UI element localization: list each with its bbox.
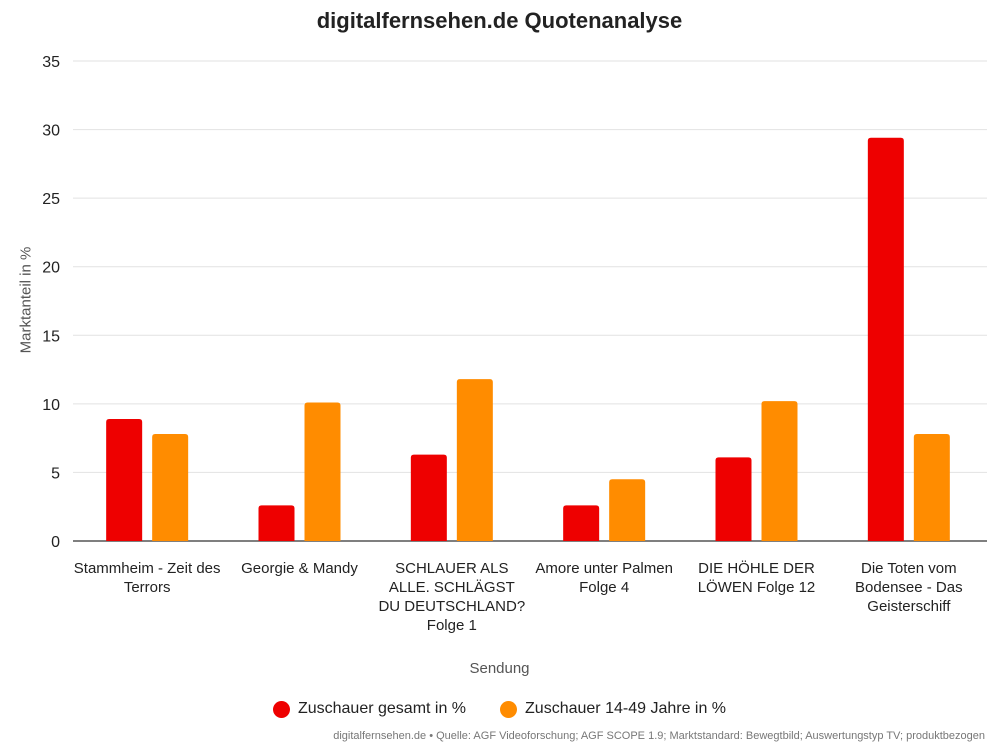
x-tick-label: SCHLAUER ALS ALLE. SCHLÄGST DU DEUTSCHLA… xyxy=(378,560,526,634)
x-tick-label: DIE HÖHLE DER LÖWEN Folge 12 xyxy=(697,560,816,596)
legend-swatch-14-49 xyxy=(500,700,518,718)
x-tick-label: Amore unter Palmen Folge 4 xyxy=(535,560,673,596)
bars xyxy=(106,137,950,542)
y-axis-label: Marktanteil in % xyxy=(17,246,35,354)
chart-title: digitalfernsehen.de Quotenanalyse xyxy=(316,8,683,33)
y-tick-label: 5 xyxy=(51,465,60,482)
bar-zuschauer-gesamt[interactable] xyxy=(563,505,600,541)
x-tick-label: Stammheim - Zeit des Terrors xyxy=(73,560,221,596)
y-tick-label: 0 xyxy=(51,534,60,551)
bar-zuschauer-14-49[interactable] xyxy=(609,479,646,541)
legend-label-gesamt: Zuschauer gesamt in % xyxy=(297,700,467,717)
bar-zuschauer-gesamt[interactable] xyxy=(410,454,447,541)
bar-zuschauer-gesamt[interactable] xyxy=(867,137,904,542)
y-tick-label: 35 xyxy=(42,54,60,71)
y-axis-ticks: 0 5 10 15 20 25 30 35 xyxy=(42,54,60,551)
bar-zuschauer-14-49[interactable] xyxy=(152,434,189,541)
legend-item-14-49[interactable]: Zuschauer 14-49 Jahre in % xyxy=(500,700,726,718)
y-tick-label: 10 xyxy=(42,397,60,414)
bar-zuschauer-gesamt[interactable] xyxy=(258,505,295,541)
bar-zuschauer-14-49[interactable] xyxy=(456,379,493,541)
y-tick-label: 20 xyxy=(42,260,60,277)
x-tick-label: Die Toten vom Bodensee - Das Geisterschi… xyxy=(855,560,963,615)
y-tick-label: 15 xyxy=(42,328,60,345)
bar-zuschauer-gesamt[interactable] xyxy=(106,418,143,541)
bar-zuschauer-gesamt[interactable] xyxy=(715,457,752,541)
x-axis-label: Sendung xyxy=(469,660,530,677)
source-note: digitalfernsehen.de • Quelle: AGF Videof… xyxy=(333,730,985,742)
x-tick-label: Georgie & Mandy xyxy=(241,560,358,577)
y-tick-label: 25 xyxy=(42,191,60,208)
bar-zuschauer-14-49[interactable] xyxy=(304,402,341,541)
legend-item-gesamt[interactable]: Zuschauer gesamt in % xyxy=(272,700,467,718)
bar-zuschauer-14-49[interactable] xyxy=(913,434,950,541)
bar-zuschauer-14-49[interactable] xyxy=(761,401,798,541)
legend-label-14-49: Zuschauer 14-49 Jahre in % xyxy=(525,700,727,717)
legend-swatch-gesamt xyxy=(272,700,290,718)
legend: Zuschauer gesamt in % Zuschauer 14-49 Ja… xyxy=(0,700,999,718)
gridlines xyxy=(73,60,987,542)
y-tick-label: 30 xyxy=(42,123,60,140)
